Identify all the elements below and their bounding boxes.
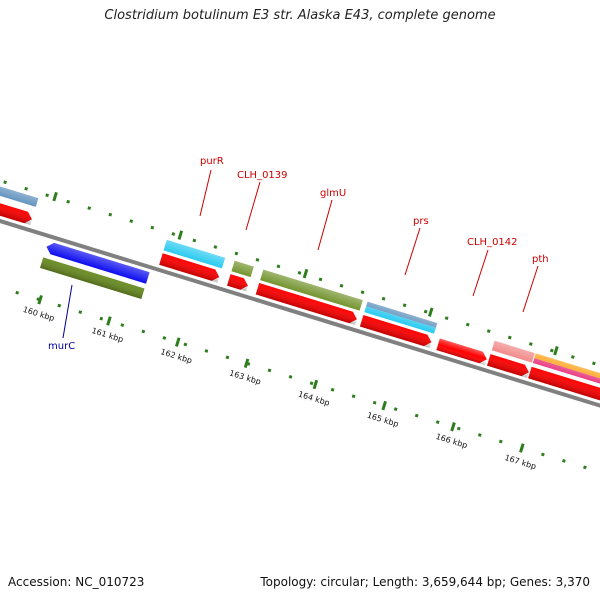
kbp-tick-label: 162 kbp — [159, 347, 193, 365]
gene-label-CLH_0139[interactable]: CLH_0139 — [237, 170, 288, 181]
gene-label-pth[interactable]: pth — [532, 254, 549, 265]
kbp-tick-label: 161 kbp — [91, 326, 125, 344]
outer-tick-ring — [3, 180, 596, 366]
genome-backbone — [0, 207, 600, 423]
genome-summary-text: Topology: circular; Length: 3,659,644 bp… — [260, 575, 590, 589]
leader-line — [404, 227, 421, 276]
inner-tick-ring — [15, 290, 587, 470]
leader-line — [472, 249, 489, 297]
map-title: Clostridium botulinum E3 str. Alaska E43… — [104, 8, 496, 23]
gene-label-purR[interactable]: purR — [200, 156, 224, 167]
leader-line — [199, 169, 212, 217]
gene-label-CLH_0142[interactable]: CLH_0142 — [467, 237, 518, 248]
leader-line — [522, 265, 539, 313]
kbp-tick-label: 165 kbp — [366, 411, 400, 429]
gene-label-prs[interactable]: prs — [413, 216, 429, 227]
kbp-tick-label: 164 kbp — [297, 390, 331, 408]
kbp-tick-label: 163 kbp — [228, 368, 262, 386]
feature-shading — [0, 177, 600, 405]
leader-line — [245, 181, 261, 231]
leader-line — [317, 199, 333, 251]
leader-line — [62, 284, 73, 339]
kbp-tick-label: 166 kbp — [435, 432, 469, 450]
accession-text: Accession: NC_010723 — [8, 575, 145, 589]
gene-label-glmU[interactable]: glmU — [320, 188, 346, 199]
kbp-tick-label: 160 kbp — [22, 305, 56, 323]
kbp-tick-label: 167 kbp — [503, 453, 537, 471]
gene-label-murC[interactable]: murC — [48, 341, 75, 352]
gene-label-layer: murC purR CLH_0139 glmU prs CLH_0142 pth — [48, 156, 549, 352]
